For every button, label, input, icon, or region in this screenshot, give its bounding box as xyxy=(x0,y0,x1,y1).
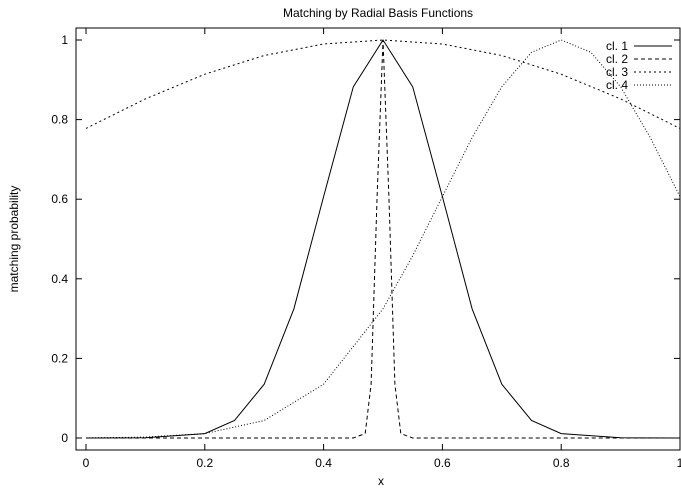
x-tick-label: 0.2 xyxy=(196,456,213,470)
series-line-1 xyxy=(85,39,681,439)
y-tick-label: 0 xyxy=(61,431,68,445)
y-tick-label: 1 xyxy=(61,33,68,47)
chart-title: Matching by Radial Basis Functions xyxy=(283,6,473,20)
legend: cl. 1cl. 2cl. 3cl. 4 xyxy=(606,39,672,92)
y-tick-label: 0.4 xyxy=(51,272,68,286)
x-tick-label: 0.8 xyxy=(553,456,570,470)
series-line-4 xyxy=(85,39,681,439)
series-group xyxy=(85,39,681,439)
plot-frame xyxy=(75,27,681,451)
series-line-2 xyxy=(86,39,680,439)
legend-label: cl. 3 xyxy=(606,65,628,79)
y-tick-label: 0.2 xyxy=(51,351,68,365)
series-line-3 xyxy=(85,39,681,129)
x-tick-label: 0 xyxy=(83,456,90,470)
legend-label: cl. 2 xyxy=(606,52,628,66)
x-axis: 0 0.2 0.4 0.6 0.8 1 xyxy=(83,28,681,470)
y-tick-label: 0.6 xyxy=(51,192,68,206)
x-axis-label: x xyxy=(378,474,384,488)
x-tick-label: 1 xyxy=(677,456,681,470)
x-tick-label: 0.4 xyxy=(315,456,332,470)
y-axis: 0 0.2 0.4 0.6 0.8 1 xyxy=(51,33,680,445)
legend-label: cl. 4 xyxy=(606,78,628,92)
x-tick-label: 0.6 xyxy=(434,456,451,470)
legend-label: cl. 1 xyxy=(606,39,628,53)
y-tick-label: 0.8 xyxy=(51,113,68,127)
y-axis-label: matching probability xyxy=(7,186,21,293)
